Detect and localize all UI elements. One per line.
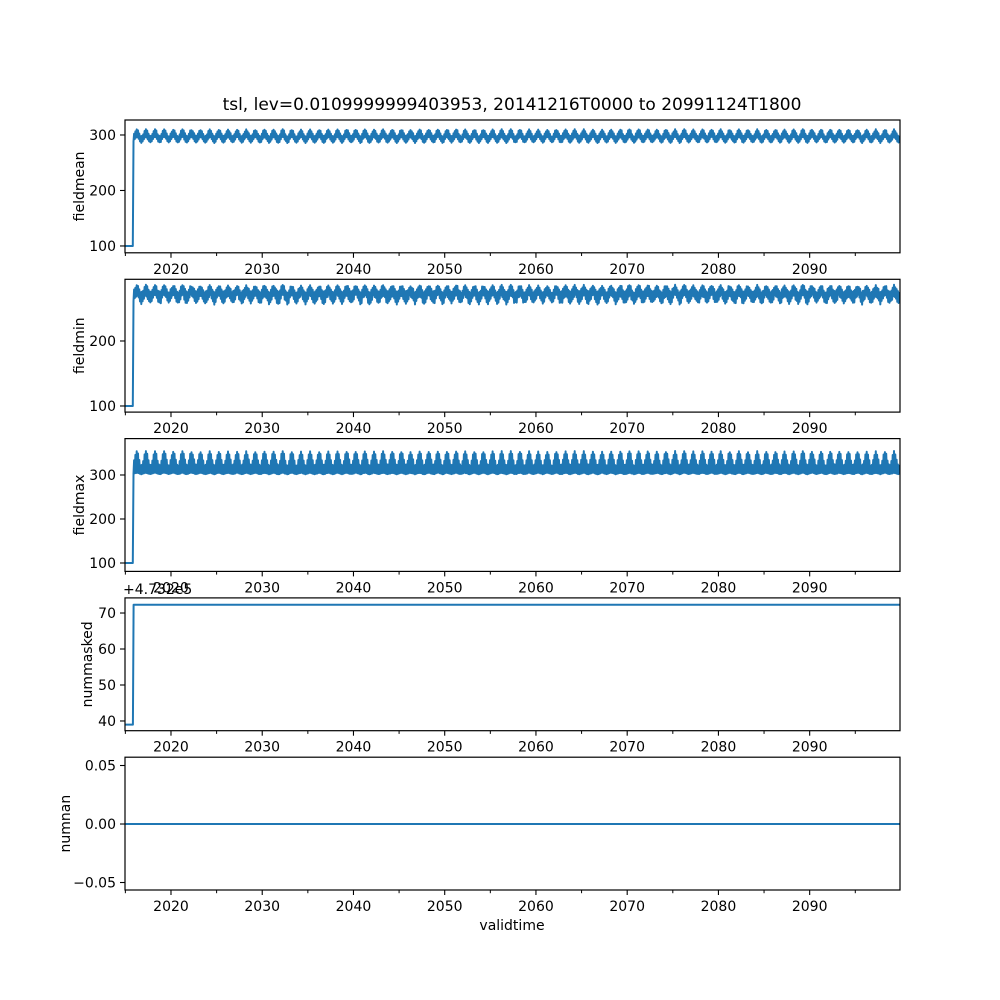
x-tick-label: 2050 — [427, 899, 463, 915]
x-tick-label: 2020 — [153, 899, 189, 915]
subplot-fieldmean: 100 200 300 2020 2030 2040 2050 2060 2070 2080 209… — [89, 119, 901, 278]
series-line-fieldmax — [125, 450, 900, 564]
x-tick-label: 2090 — [792, 262, 828, 278]
x-tick-label: 2070 — [609, 899, 645, 915]
subplot-fieldmin: 100 200 2020 2030 2040 2050 2060 2070 2080 2090 — [89, 278, 901, 437]
series-line-fieldmin — [125, 283, 900, 407]
y-tick-label: 50 — [98, 678, 116, 694]
axes-frame — [124, 119, 901, 254]
x-tick-label: 2090 — [792, 580, 828, 596]
x-tick-label: 2050 — [427, 421, 463, 437]
x-tick-label: 2030 — [244, 740, 280, 756]
subplot-nummasked: 40 50 60 70 2020 2030 2040 2050 2060 2070 2080 2090 — [98, 597, 901, 756]
x-tick-label: 2060 — [518, 740, 554, 756]
x-tick-label: 2020 — [153, 580, 189, 596]
x-tick-label: 2030 — [244, 421, 280, 437]
x-tick-label: 2020 — [153, 740, 189, 756]
y-tick-label: 300 — [89, 468, 116, 484]
subplot-fieldmax: 100 200 300 2020 2030 2040 2050 2060 2070 2080 209… — [89, 438, 901, 596]
x-tick-label: 2080 — [701, 740, 737, 756]
y-tick-label: 40 — [98, 714, 116, 730]
y-axis-label-numnan: numnan — [58, 795, 74, 853]
y-tick-label: 100 — [89, 556, 116, 572]
x-tick-label: 2080 — [701, 262, 737, 278]
axes-frame — [124, 438, 901, 573]
x-tick-label: 2040 — [336, 421, 372, 437]
subplot-numnan: 0.05 0.00 −0.05 2020 2030 2040 2050 2060 2070 208… — [73, 756, 901, 915]
x-tick-label: 2090 — [792, 740, 828, 756]
x-tick-label: 2060 — [518, 580, 554, 596]
y-tick-label: 0.00 — [85, 817, 116, 833]
x-tick-label: 2050 — [427, 262, 463, 278]
x-tick-label: 2040 — [336, 899, 372, 915]
x-tick-label: 2050 — [427, 580, 463, 596]
x-tick-label: 2090 — [792, 421, 828, 437]
x-tick-label: 2040 — [336, 262, 372, 278]
series-line-nummasked — [125, 603, 900, 726]
x-axis-label: validtime — [479, 918, 544, 934]
x-tick-label: 2070 — [609, 421, 645, 437]
x-tick-label: 2030 — [244, 899, 280, 915]
axes-frame — [124, 597, 901, 732]
y-tick-label: −0.05 — [73, 876, 116, 892]
x-tick-label: 2080 — [701, 421, 737, 437]
y-tick-label: 100 — [89, 239, 116, 255]
x-tick-label: 2030 — [244, 262, 280, 278]
y-tick-label: 60 — [98, 642, 116, 658]
x-tick-label: 2070 — [609, 580, 645, 596]
x-tick-label: 2050 — [427, 740, 463, 756]
x-tick-label: 2090 — [792, 899, 828, 915]
axes-layer: 100 200 300 2020 2030 2040 2050 2060 2070 2080 209… — [73, 119, 901, 915]
x-tick-label: 2060 — [518, 421, 554, 437]
x-tick-label: 2060 — [518, 262, 554, 278]
x-tick-label: 2020 — [153, 262, 189, 278]
figure-title: tsl, lev=0.0109999999403953, 20141216T00… — [223, 95, 802, 115]
y-tick-label: 200 — [89, 334, 116, 350]
x-tick-label: 2060 — [518, 899, 554, 915]
x-tick-label: 2070 — [609, 740, 645, 756]
y-axis-label-nummasked: nummasked — [80, 621, 96, 707]
x-tick-label: 2040 — [336, 740, 372, 756]
axes-frame — [124, 278, 901, 413]
y-axis-offset-text: +4.732e5 — [123, 582, 192, 598]
y-tick-label: 70 — [98, 606, 116, 622]
x-tick-label: 2040 — [336, 580, 372, 596]
y-tick-label: 300 — [89, 128, 116, 144]
x-tick-label: 2080 — [701, 899, 737, 915]
x-tick-label: 2070 — [609, 262, 645, 278]
y-tick-label: 0.05 — [85, 759, 116, 775]
series-line-fieldmean — [125, 128, 900, 247]
x-tick-label: 2080 — [701, 580, 737, 596]
x-tick-label: 2030 — [244, 580, 280, 596]
y-axis-label-fieldmean: fieldmean — [72, 151, 88, 221]
y-axis-label-fieldmin: fieldmin — [72, 317, 88, 374]
y-axis-label-fieldmax: fieldmax — [72, 475, 88, 536]
y-tick-label: 100 — [89, 399, 116, 415]
x-tick-label: 2020 — [153, 421, 189, 437]
y-tick-label: 200 — [89, 512, 116, 528]
y-tick-label: 200 — [89, 183, 116, 199]
